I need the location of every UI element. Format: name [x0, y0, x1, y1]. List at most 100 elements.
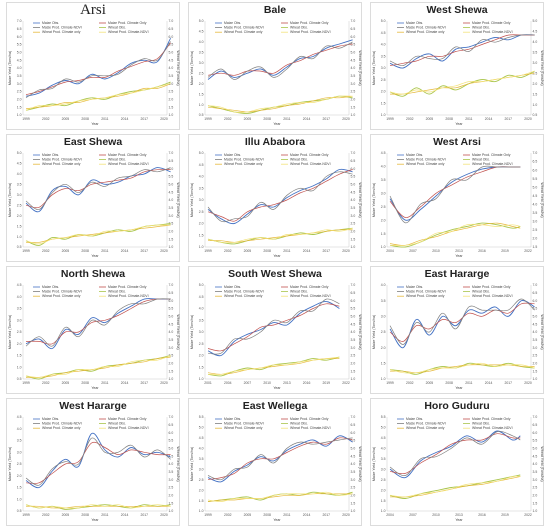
y-left-tick-label: 2.5 [17, 90, 22, 94]
y-left-tick-label: 4.0 [199, 175, 204, 179]
x-tick-label: 2005 [62, 381, 70, 385]
y-left-tick-label: 2.5 [381, 478, 386, 482]
y-right-tick-label: 2.0 [351, 494, 356, 498]
legend-label: Wheat Prod. Climate-NDVI [290, 162, 331, 166]
y-right-tick-label: 5.0 [169, 315, 174, 319]
y-right-tick-label: 1.5 [169, 369, 174, 373]
y-right-tick-label: 6.5 [533, 291, 538, 295]
x-tick-label: 2011 [283, 513, 290, 517]
x-tick-label: 2011 [465, 117, 472, 121]
y-left-tick-label: 1.5 [17, 105, 22, 109]
y-left-tick-label: 2.0 [17, 342, 22, 346]
y-left-tick-label: 5.5 [17, 43, 22, 47]
legend-label: Wheat Obs. [472, 422, 490, 426]
x-tick-label: 2005 [244, 249, 252, 253]
y-left-tick-label: 5.0 [199, 151, 204, 155]
y-right-tick-label: 0.5 [533, 113, 538, 117]
series-line-wheat-prod-climate-ndvi [207, 227, 353, 244]
legend-label: Maize Prod. Climate Only [472, 417, 511, 421]
chart-panel-bale: Bale 0.5 1.0 1.5 2.0 2.5 3.0 3.5 4.0 4.5 5.0 1.0 1.5… [188, 2, 362, 130]
x-tick-label: 2005 [244, 117, 252, 121]
y-right-tick-label: 2.0 [169, 230, 174, 234]
x-tick-label: 2007 [244, 381, 252, 385]
x-tick-label: 2014 [303, 249, 311, 253]
y-right-tick-label: 7.0 [351, 283, 356, 287]
y-left-tick-label: 5.0 [199, 426, 204, 430]
series-line-wheat-obs- [207, 95, 353, 114]
y-left-tick-label: 1.0 [17, 497, 22, 501]
y-right-tick-label: 1.5 [169, 105, 174, 109]
y-left-tick-label: 2.0 [381, 218, 386, 222]
y-axis-label-right: Wheat Yield (Tons/ha) [176, 446, 180, 481]
y-left-tick-label: 3.0 [381, 66, 386, 70]
x-axis-label: Year [455, 122, 463, 126]
y-right-tick-label: 2.0 [351, 362, 356, 366]
y-right-tick-label: 5.0 [169, 447, 174, 451]
chart-svg: 1.0 1.5 2.0 2.5 3.0 3.5 4.0 4.5 5.0 5.5 1.0 1.5 2.0 2… [190, 415, 362, 522]
series-line-wheat-obs- [389, 222, 521, 248]
x-tick-label: 2005 [62, 249, 70, 253]
y-left-tick-label: 4.5 [199, 436, 204, 440]
series-line-wheat-prod-climate-ndvi [25, 83, 171, 111]
series-line-maize-prod-climate-ndvi [25, 298, 171, 347]
legend-label: Maize Prod. Climate-NDVI [224, 422, 264, 426]
x-tick-label: 2008 [81, 513, 89, 517]
x-tick-label: 2004 [224, 381, 232, 385]
y-right-tick-label: 2.5 [351, 90, 356, 94]
y-left-tick-label: 1.5 [17, 224, 22, 228]
legend-label: Wheat Obs. [108, 158, 126, 162]
y-right-tick-label: 5.0 [351, 315, 356, 319]
series-line-maize-obs- [389, 34, 535, 69]
y-right-tick-label: 2.0 [533, 494, 538, 498]
x-tick-label: 2010 [263, 381, 271, 385]
x-tick-label: 2017 [505, 117, 513, 121]
y-left-tick-label: 4.0 [381, 43, 386, 47]
y-left-tick-label: 4.0 [17, 295, 22, 299]
y-left-tick-label: 6.0 [17, 35, 22, 39]
x-tick-label: 2005 [244, 513, 252, 517]
series-line-maize-obs- [207, 39, 353, 80]
y-left-tick-label: 2.0 [381, 488, 386, 492]
series-line-maize-prod-climate-only [389, 34, 535, 66]
y-axis-label-left: Maize Yield (Tons/ha) [8, 447, 12, 481]
y-right-tick-label: 5.0 [351, 447, 356, 451]
legend-label: Maize Obs. [224, 21, 241, 25]
series-line-maize-obs- [25, 167, 171, 213]
chart-svg: 0.5 1.0 1.5 2.0 2.5 3.0 3.5 4.0 4.5 5.0 1.0 1.5 2.0 2… [190, 19, 362, 126]
legend-label: Wheat Obs. [472, 26, 490, 30]
legend-label: Maize Obs. [224, 285, 241, 289]
series-line-wheat-obs- [25, 223, 171, 246]
x-tick-label: 1999 [386, 381, 394, 385]
chart-panel-east-wellega: East Wellega 1.0 1.5 2.0 2.5 3.0 3.5 4.0 4.5 5.0 5… [188, 398, 362, 526]
y-right-tick-label: 5.5 [169, 175, 174, 179]
y-left-tick-label: 3.0 [199, 330, 204, 334]
x-tick-label: 2004 [386, 513, 394, 517]
y-right-tick-label: 3.0 [533, 61, 538, 65]
legend-label: Maize Prod. Climate-NDVI [42, 158, 82, 162]
x-tick-label: 2020 [342, 117, 350, 121]
x-tick-label: 2017 [323, 249, 331, 253]
y-left-tick-label: 3.0 [17, 193, 22, 197]
y-right-tick-label: 7.0 [351, 415, 356, 419]
legend-label: Maize Prod. Climate Only [472, 153, 511, 157]
x-tick-label: 2014 [121, 117, 129, 121]
series-line-maize-prod-climate-only [207, 169, 353, 222]
y-right-tick-label: 2.5 [533, 354, 538, 358]
y-right-tick-label: 6.5 [169, 423, 174, 427]
y-left-tick-label: 1.5 [199, 365, 204, 369]
y-left-tick-label: 3.5 [199, 186, 204, 190]
y-right-tick-label: 4.5 [169, 454, 174, 458]
x-tick-label: 2002 [42, 381, 50, 385]
series-line-maize-prod-climate-only [389, 433, 521, 475]
legend-label: Wheat Prod. Climate-NDVI [472, 30, 513, 34]
series-line-maize-prod-climate-ndvi [207, 437, 353, 481]
y-right-tick-label: 3.5 [169, 206, 174, 210]
y-left-tick-label: 1.5 [381, 232, 386, 236]
y-right-tick-label: 4.0 [533, 40, 538, 44]
y-left-tick-label: 5.0 [199, 19, 204, 23]
legend-label: Wheat Obs. [290, 26, 308, 30]
y-right-tick-label: 1.0 [169, 377, 174, 381]
x-tick-label: 2017 [505, 381, 513, 385]
y-left-tick-label: 2.0 [381, 90, 386, 94]
x-tick-label: 2014 [485, 381, 493, 385]
